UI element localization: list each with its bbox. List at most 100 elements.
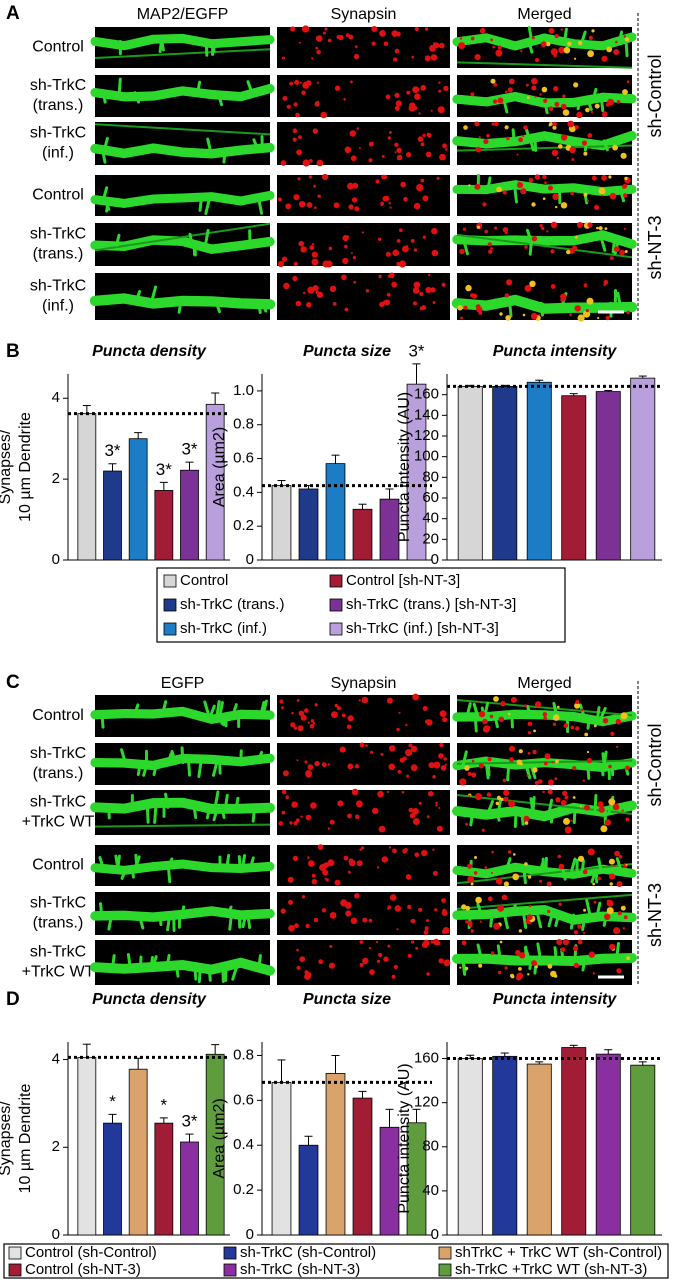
synapsin-punctum — [504, 881, 509, 886]
synapsin-punctum — [474, 856, 477, 859]
synapsin-punctum — [583, 870, 588, 875]
spine — [515, 811, 516, 826]
synapsin-punctum — [553, 723, 556, 726]
spine — [239, 857, 240, 868]
spine — [107, 200, 109, 212]
synapsin-punctum — [594, 901, 597, 904]
synapsin-punctum — [419, 802, 422, 805]
synapsin-punctum — [575, 305, 581, 311]
synapsin-punctum — [578, 314, 585, 321]
synapsin-punctum — [616, 719, 622, 725]
synapsin-punctum — [390, 894, 397, 901]
y-tick-label: 40 — [422, 1182, 439, 1199]
synapsin-punctum — [415, 27, 419, 31]
synapsin-punctum — [330, 820, 335, 825]
spine — [248, 916, 250, 928]
synapsin-punctum — [608, 765, 612, 769]
bar — [155, 1123, 173, 1235]
spine — [574, 811, 575, 822]
synapsin-punctum — [419, 112, 421, 114]
synapsin-punctum — [285, 203, 291, 209]
synapsin-punctum — [569, 313, 572, 316]
synapsin-punctum — [369, 919, 373, 923]
synapsin-punctum — [293, 856, 298, 861]
synapsin-punctum — [539, 880, 542, 883]
synapsin-punctum — [587, 222, 592, 227]
synapsin-punctum — [410, 813, 416, 819]
synapsin-punctum — [474, 871, 478, 875]
spine — [488, 766, 489, 775]
synapsin-punctum — [397, 239, 401, 243]
synapsin-punctum — [426, 972, 430, 976]
legend-swatch — [224, 1264, 236, 1276]
synapsin-punctum — [479, 711, 485, 717]
synapsin-punctum — [412, 694, 419, 701]
synapsin-punctum — [471, 883, 474, 886]
synapsin-punctum — [341, 275, 347, 281]
synapsin-punctum — [486, 134, 490, 138]
synapsin-punctum — [383, 175, 387, 179]
synapsin-punctum — [406, 152, 411, 157]
y-axis-label: Puncta intensity (AU) — [396, 392, 413, 542]
synapsin-punctum — [535, 701, 541, 707]
synapsin-punctum — [439, 154, 446, 161]
y-tick-label: 80 — [422, 1138, 439, 1155]
synapsin-punctum — [625, 817, 629, 821]
synapsin-punctum — [551, 222, 557, 228]
y-tick-label: 0 — [246, 551, 254, 568]
synapsin-punctum — [306, 302, 312, 308]
synapsin-punctum — [313, 722, 315, 724]
synapsin-punctum — [389, 764, 396, 771]
spine — [195, 967, 196, 979]
y-tick-label: 0.8 — [233, 416, 254, 433]
synapsin-punctum — [522, 135, 524, 137]
synapsin-punctum — [555, 206, 557, 208]
spine — [113, 956, 115, 968]
synapsin-punctum — [609, 944, 615, 950]
bar — [562, 1048, 586, 1235]
synapsin-punctum — [353, 256, 356, 259]
synapsin-punctum — [400, 182, 406, 188]
synapsin-punctum — [425, 926, 429, 930]
synapsin-punctum — [310, 802, 317, 809]
synapsin-punctum — [413, 301, 417, 305]
synapsin-punctum — [357, 127, 360, 130]
synapsin-punctum — [591, 111, 593, 113]
synapsin-punctum — [557, 706, 560, 709]
chart-title: Puncta size — [303, 343, 391, 360]
synapsin-punctum — [407, 905, 411, 909]
synapsin-punctum — [348, 35, 353, 40]
legend-label: Control — [180, 572, 228, 589]
legend-swatch — [330, 599, 342, 611]
synapsin-punctum — [393, 57, 397, 61]
legend-label: Control (sh-NT-3) — [25, 1261, 141, 1278]
synapsin-punctum — [574, 963, 579, 968]
synapsin-punctum — [300, 246, 306, 252]
synapsin-punctum — [493, 696, 499, 702]
synapsin-punctum — [485, 866, 488, 869]
legend-label: Control [sh-NT-3] — [346, 572, 460, 589]
synapsin-punctum — [527, 96, 530, 99]
synapsin-punctum — [622, 810, 624, 812]
synapsin-punctum — [378, 238, 381, 241]
spine — [563, 870, 565, 879]
synapsin-punctum — [532, 36, 535, 39]
synapsin-punctum — [383, 196, 388, 201]
synapsin-punctum — [474, 184, 480, 190]
synapsin-punctum — [279, 700, 283, 704]
synapsin-punctum — [575, 236, 578, 239]
row-label: sh-TrkC — [30, 77, 86, 94]
synapsin-punctum — [491, 951, 495, 955]
y-tick-label: 0.4 — [233, 483, 254, 500]
synapsin-punctum — [396, 100, 402, 106]
synapsin-punctum — [408, 954, 412, 958]
spine — [626, 42, 627, 56]
column-header: Synapsin — [331, 675, 397, 692]
synapsin-punctum — [392, 250, 399, 257]
synapsin-punctum — [314, 918, 318, 922]
bar — [129, 439, 147, 560]
synapsin-punctum — [500, 701, 505, 706]
synapsin-punctum — [606, 316, 610, 320]
synapsin-punctum — [529, 178, 534, 183]
synapsin-punctum — [482, 719, 487, 724]
